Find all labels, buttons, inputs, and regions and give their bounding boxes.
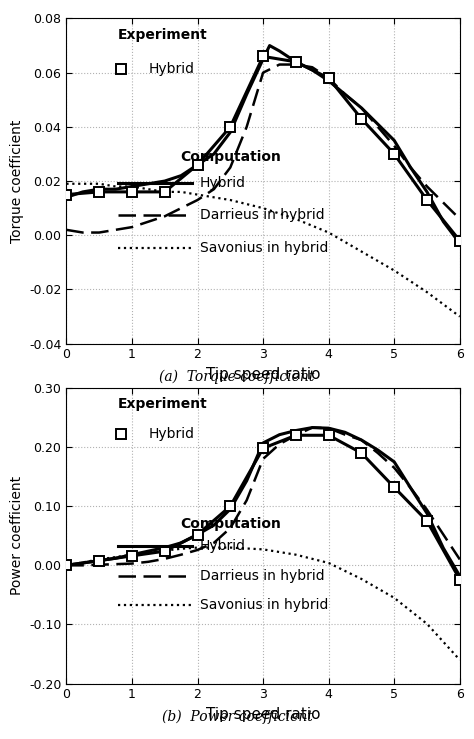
Text: (a)  Torque coefficient: (a) Torque coefficient bbox=[159, 370, 315, 384]
Y-axis label: Torque coefficient: Torque coefficient bbox=[9, 120, 24, 242]
Text: (b)  Power coefficient: (b) Power coefficient bbox=[162, 709, 312, 723]
Text: Hybrid: Hybrid bbox=[200, 176, 246, 190]
Text: Hybrid: Hybrid bbox=[149, 427, 195, 440]
Text: Savonius in hybrid: Savonius in hybrid bbox=[200, 599, 328, 612]
Text: Hybrid: Hybrid bbox=[200, 539, 246, 553]
X-axis label: Tip speed ratio: Tip speed ratio bbox=[206, 707, 320, 722]
Text: Experiment: Experiment bbox=[118, 397, 207, 411]
X-axis label: Tip speed ratio: Tip speed ratio bbox=[206, 367, 320, 382]
Text: Darrieus in hybrid: Darrieus in hybrid bbox=[200, 208, 325, 222]
Text: Experiment: Experiment bbox=[118, 28, 207, 42]
Text: Hybrid: Hybrid bbox=[149, 62, 195, 76]
Text: Computation: Computation bbox=[181, 517, 282, 531]
Text: Savonius in hybrid: Savonius in hybrid bbox=[200, 241, 328, 255]
Y-axis label: Power coefficient: Power coefficient bbox=[9, 476, 24, 596]
Text: Computation: Computation bbox=[181, 150, 282, 164]
Text: Darrieus in hybrid: Darrieus in hybrid bbox=[200, 569, 325, 582]
